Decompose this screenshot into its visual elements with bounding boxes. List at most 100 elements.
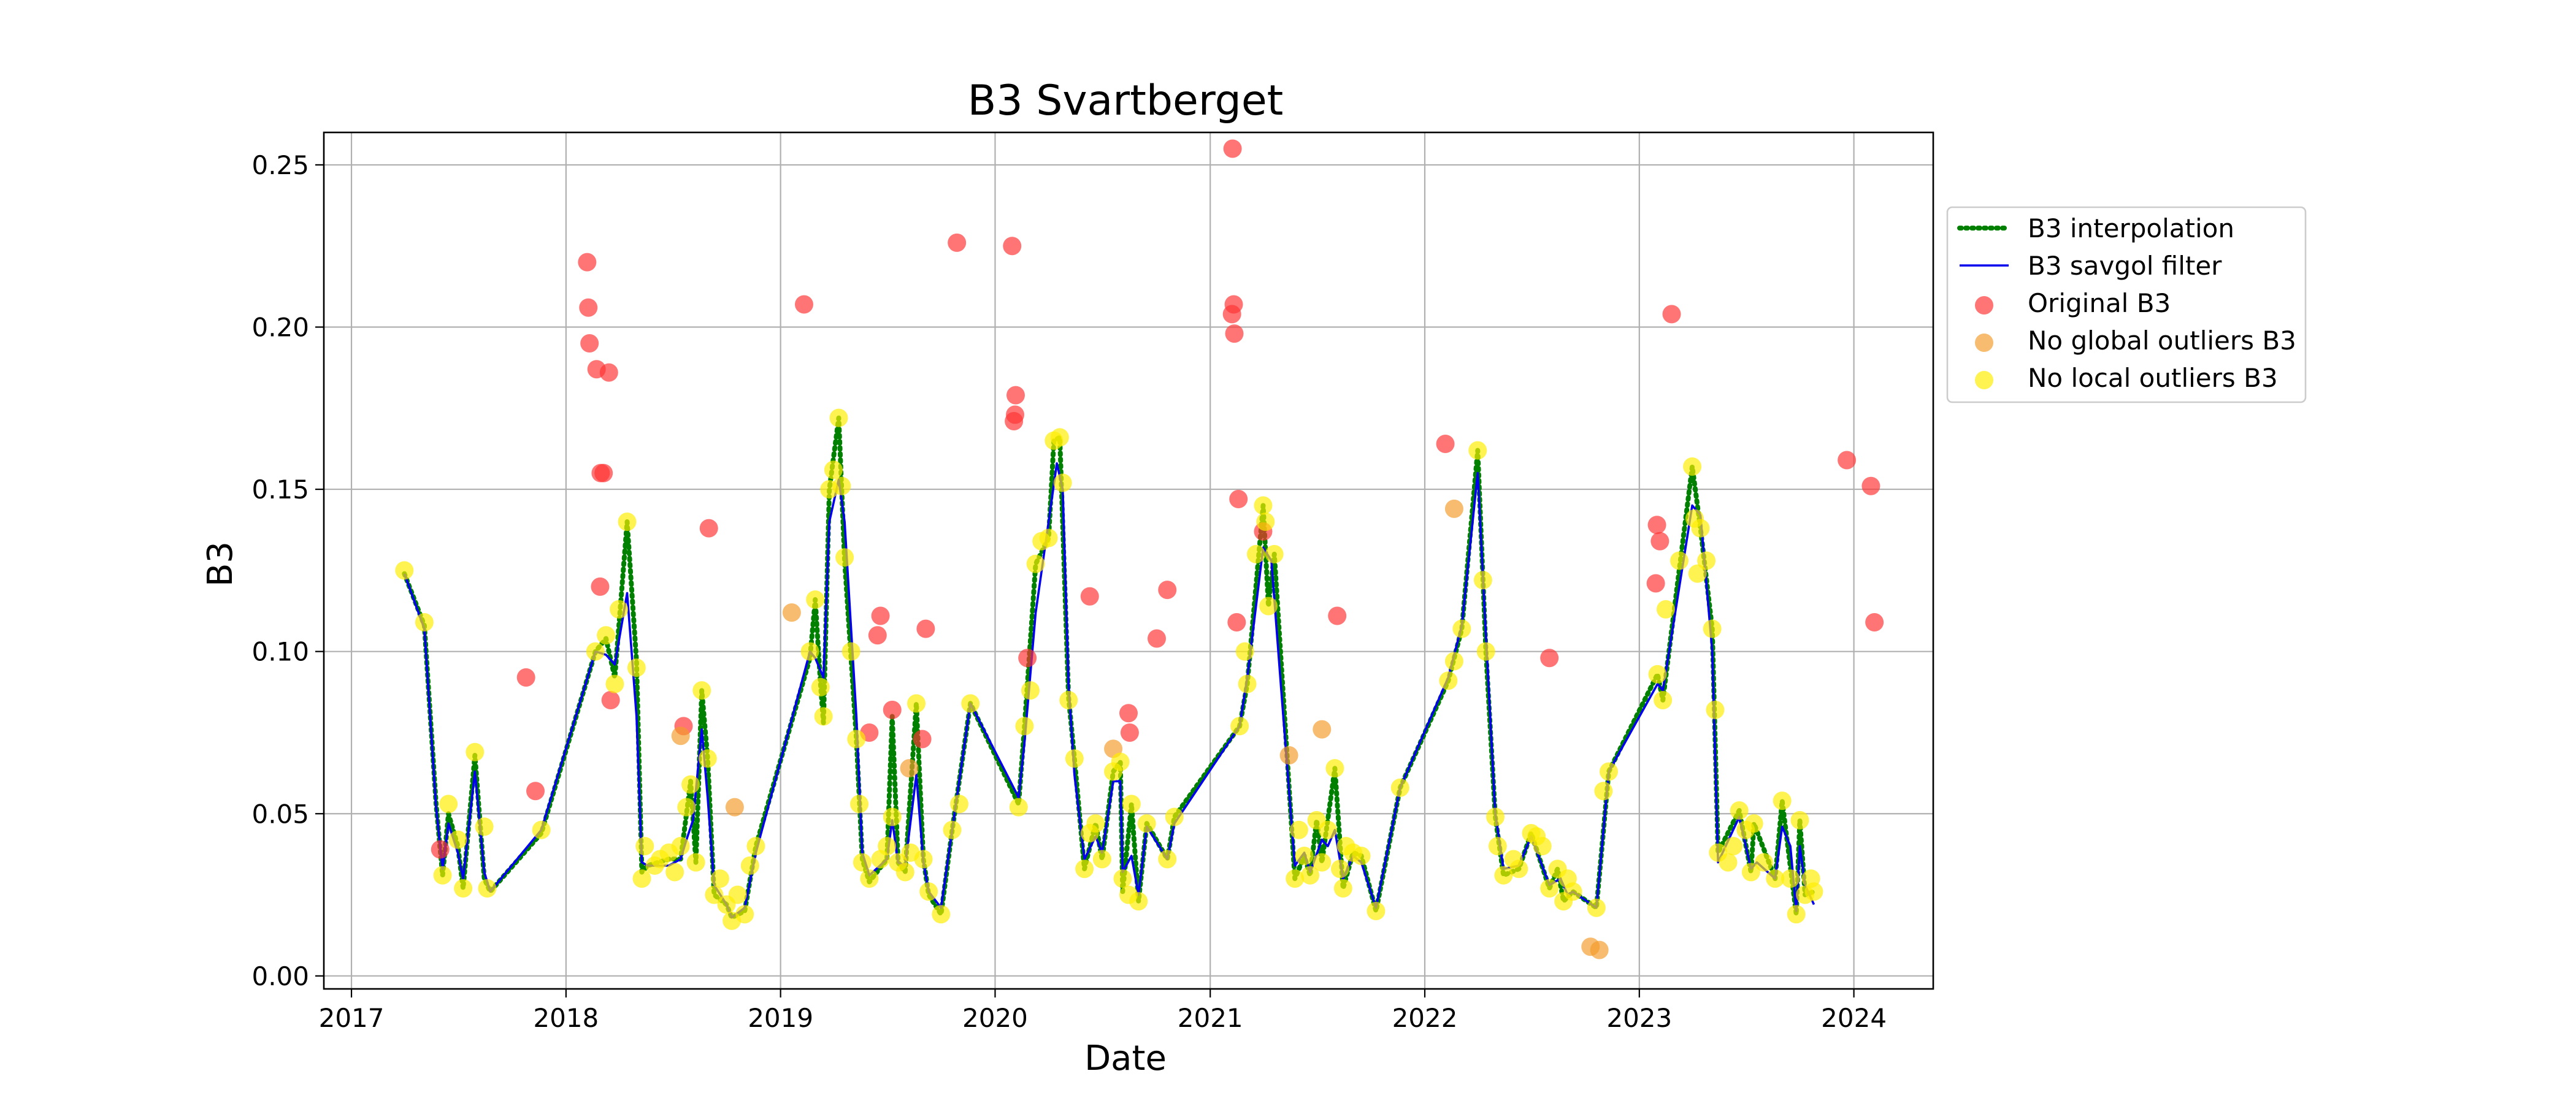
local-filtered-point	[439, 795, 458, 814]
original-b3-point	[1119, 704, 1138, 723]
original-b3-point	[516, 668, 535, 687]
y-tick-label: 0.10	[251, 637, 309, 667]
local-filtered-point	[475, 817, 494, 836]
original-b3-point	[1120, 723, 1139, 742]
local-filtered-point	[1065, 749, 1084, 768]
original-b3-point	[1647, 516, 1666, 535]
original-b3-point	[1225, 324, 1244, 343]
local-filtered-point	[1754, 853, 1773, 872]
local-filtered-point	[1059, 691, 1078, 710]
legend-label: Original B3	[2028, 288, 2171, 318]
local-filtered-point	[806, 590, 825, 609]
local-filtered-point	[1259, 597, 1278, 616]
local-filtered-point	[1367, 902, 1386, 920]
local-filtered-point	[1286, 869, 1305, 888]
local-filtered-point	[627, 658, 646, 677]
local-filtered-point	[1137, 814, 1156, 833]
local-filtered-point	[1289, 820, 1308, 839]
original-b3-point	[594, 463, 613, 482]
local-filtered-point	[1599, 762, 1618, 781]
local-filtered-point	[1688, 564, 1707, 583]
global-filtered-point	[671, 727, 690, 746]
local-filtered-point	[895, 863, 914, 882]
local-filtered-point	[1333, 879, 1352, 898]
global-filtered-point	[1444, 499, 1463, 518]
local-filtered-point	[1656, 600, 1675, 619]
local-filtered-point	[1325, 759, 1344, 778]
original-b3-point	[794, 295, 813, 314]
x-tick-label: 2022	[1392, 1003, 1458, 1033]
local-filtered-point	[1246, 544, 1265, 563]
local-filtered-point	[1744, 814, 1763, 833]
x-tick-label: 2021	[1178, 1003, 1243, 1033]
local-filtered-point	[1039, 528, 1058, 547]
local-filtered-point	[1468, 441, 1487, 460]
local-filtered-point	[1509, 860, 1528, 879]
original-b3-point	[601, 691, 620, 710]
local-filtered-point	[395, 561, 414, 580]
local-filtered-point	[860, 869, 879, 888]
original-b3-point	[916, 619, 935, 638]
local-filtered-point	[1026, 554, 1045, 573]
local-filtered-point	[415, 613, 434, 632]
local-filtered-point	[1724, 837, 1743, 856]
local-filtered-point	[1654, 691, 1673, 710]
local-filtered-point	[1444, 652, 1463, 671]
local-filtered-point	[710, 869, 729, 888]
local-filtered-point	[677, 798, 696, 817]
local-filtered-point	[1719, 853, 1738, 872]
local-filtered-point	[914, 850, 933, 869]
local-filtered-point	[1494, 866, 1513, 885]
original-b3-point	[883, 700, 902, 719]
original-b3-point	[1005, 411, 1024, 430]
local-filtered-point	[1691, 519, 1710, 538]
original-b3-point	[580, 334, 599, 353]
local-filtered-point	[919, 882, 938, 901]
local-filtered-point	[746, 837, 765, 856]
global-filtered-point	[725, 798, 744, 817]
original-b3-point	[1148, 629, 1167, 648]
local-filtered-point	[1476, 642, 1495, 661]
local-filtered-point	[1804, 882, 1823, 901]
x-tick-label: 2019	[748, 1003, 813, 1033]
local-filtered-point	[1158, 850, 1177, 869]
local-filtered-point	[632, 869, 651, 888]
local-filtered-point	[1486, 807, 1505, 826]
axes: 2017 2018 2019 2020 2021 2022 2023 2024 0.00 0.05…	[251, 150, 1887, 1033]
legend-box	[1946, 206, 2307, 403]
local-filtered-point	[1587, 898, 1606, 917]
local-filtered-point	[1790, 810, 1809, 830]
original-b3-point	[578, 253, 597, 272]
local-filtered-point	[1111, 752, 1130, 771]
local-filtered-point	[1439, 671, 1458, 690]
local-filtered-point	[832, 476, 851, 495]
local-filtered-point	[853, 853, 872, 872]
original-b3-point	[1865, 613, 1884, 632]
local-filtered-point	[932, 905, 951, 924]
legend-swatch-marker	[1975, 334, 1993, 352]
local-filtered-point	[1129, 892, 1148, 911]
local-filtered-point	[1313, 853, 1332, 872]
local-filtered-point	[705, 885, 724, 904]
original-b3-point	[948, 233, 967, 252]
original-b3-point	[1540, 649, 1559, 668]
local-filtered-point	[1122, 795, 1141, 814]
x-tick-label: 2017	[319, 1003, 385, 1033]
original-b3-point	[1646, 574, 1665, 593]
local-filtered-point	[1295, 847, 1314, 866]
local-filtered-point	[698, 749, 717, 768]
local-filtered-point	[635, 837, 654, 856]
original-b3-point	[1861, 476, 1880, 495]
local-filtered-point	[907, 694, 926, 713]
local-filtered-point	[466, 742, 485, 761]
local-filtered-point	[1703, 619, 1722, 638]
original-b3-point	[599, 363, 618, 382]
local-filtered-point	[961, 694, 980, 713]
local-filtered-point	[943, 820, 962, 839]
local-filtered-point	[671, 837, 690, 856]
y-tick-label: 0.00	[251, 961, 309, 991]
local-filtered-point	[728, 885, 747, 904]
x-tick-label: 2018	[533, 1003, 599, 1033]
global-filtered-point	[900, 759, 919, 778]
